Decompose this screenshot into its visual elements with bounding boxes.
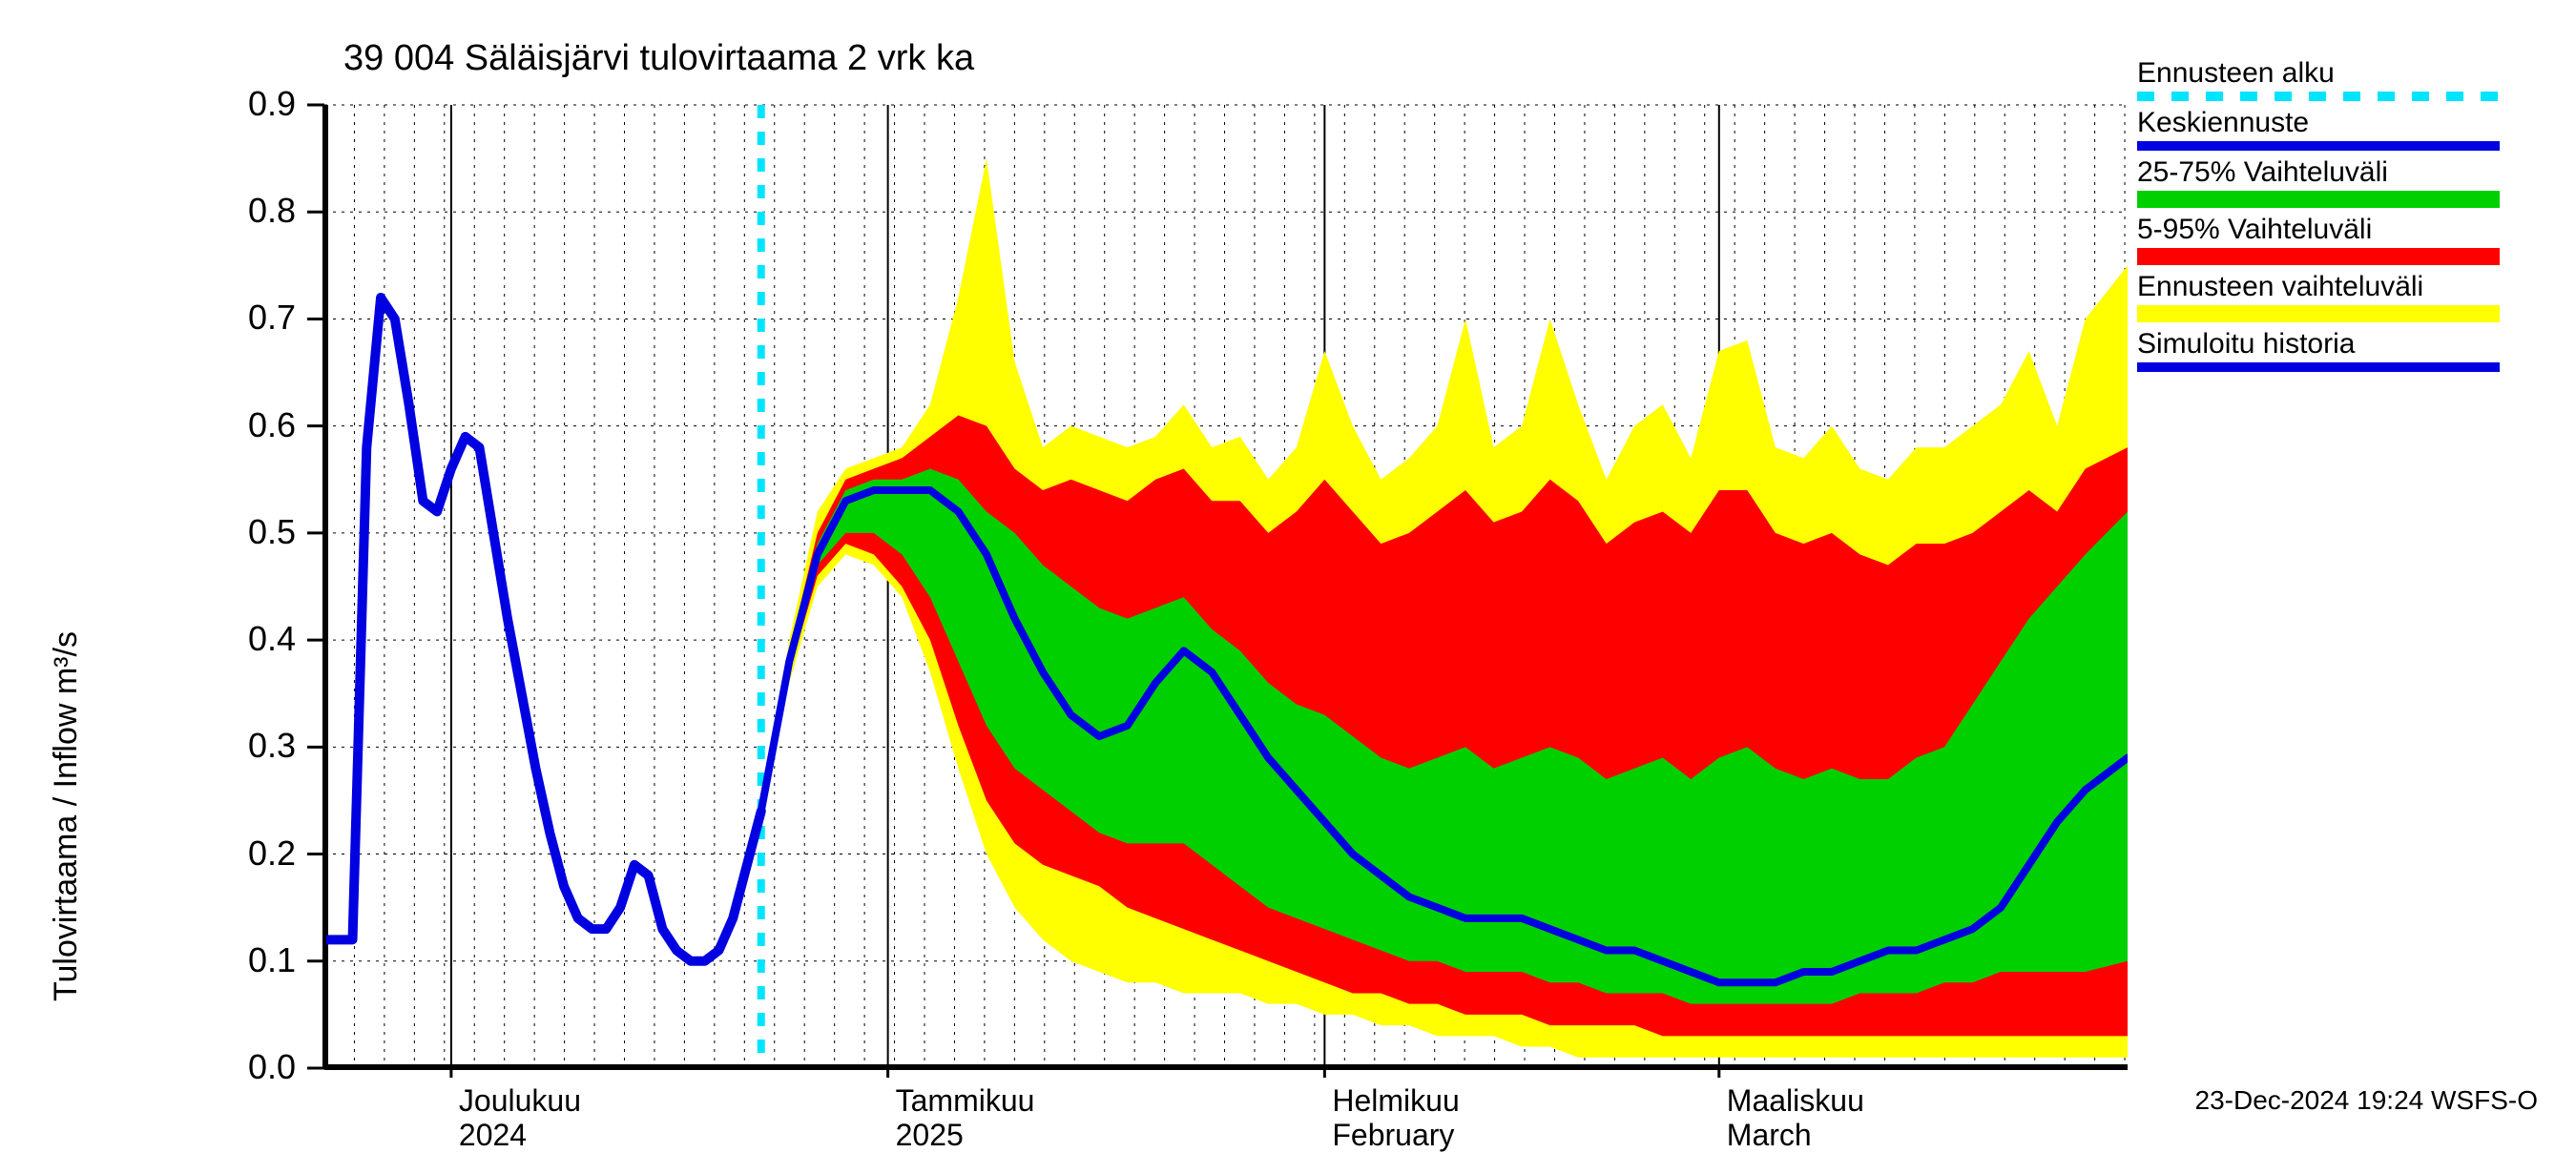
x-tick-label: HelmikuuFebruary xyxy=(1332,1083,1454,1119)
legend-swatch xyxy=(2137,191,2500,208)
x-tick-label: MaaliskuuMarch xyxy=(1727,1083,1812,1119)
legend-item: 25-75% Vaihteluväli xyxy=(2137,156,2538,208)
x-tick-label-line2: 2024 xyxy=(459,1118,527,1153)
y-tick-label: 0.3 xyxy=(219,726,296,766)
legend-label: Simuloitu historia xyxy=(2137,328,2538,360)
legend-label: Keskiennuste xyxy=(2137,107,2538,139)
x-tick-label-line2: 2025 xyxy=(896,1118,964,1153)
legend-label: 25-75% Vaihteluväli xyxy=(2137,156,2538,189)
legend-label: 5-95% Vaihteluväli xyxy=(2137,214,2538,246)
y-tick-label: 0.0 xyxy=(219,1047,296,1087)
legend-swatch xyxy=(2137,141,2500,151)
legend-item: Ennusteen vaihteluväli xyxy=(2137,271,2538,322)
y-tick-label: 0.7 xyxy=(219,298,296,338)
y-tick-label: 0.5 xyxy=(219,512,296,552)
x-tick-label: Tammikuu2025 xyxy=(896,1083,964,1119)
legend-label: Ennusteen vaihteluväli xyxy=(2137,271,2538,303)
footer-timestamp: 23-Dec-2024 19:24 WSFS-O xyxy=(2195,1085,2539,1116)
x-tick-label-line2: March xyxy=(1727,1118,1812,1153)
x-tick-label-line1: Maaliskuu xyxy=(1727,1083,1864,1119)
x-tick-label-line2: February xyxy=(1332,1118,1454,1153)
x-tick-label-line1: Helmikuu xyxy=(1332,1083,1459,1119)
legend: Ennusteen alku Keskiennuste 25-75% Vaihtel… xyxy=(2137,57,2538,378)
y-tick-label: 0.2 xyxy=(219,834,296,874)
x-tick-label-line1: Joulukuu xyxy=(459,1083,581,1119)
legend-item: Ennusteen alku xyxy=(2137,57,2538,101)
x-tick-label: Joulukuu2024 xyxy=(459,1083,527,1119)
x-tick-label-line1: Tammikuu xyxy=(896,1083,1035,1119)
legend-item: 5-95% Vaihteluväli xyxy=(2137,214,2538,265)
history-line xyxy=(324,298,761,961)
plot-svg xyxy=(0,0,2137,1078)
y-tick-label: 0.6 xyxy=(219,405,296,445)
legend-swatch xyxy=(2137,305,2500,322)
chart-page: 39 004 Säläisjärvi tulovirtaama 2 vrk ka… xyxy=(0,0,2576,1144)
y-tick-label: 0.4 xyxy=(219,619,296,659)
y-tick-label: 0.9 xyxy=(219,84,296,124)
legend-swatch xyxy=(2137,362,2500,372)
legend-item: Keskiennuste xyxy=(2137,107,2538,151)
legend-item: Simuloitu historia xyxy=(2137,328,2538,372)
y-tick-label: 0.1 xyxy=(219,940,296,980)
legend-label: Ennusteen alku xyxy=(2137,57,2538,90)
y-tick-label: 0.8 xyxy=(219,191,296,231)
legend-swatch xyxy=(2137,248,2500,265)
legend-swatch xyxy=(2137,92,2500,101)
